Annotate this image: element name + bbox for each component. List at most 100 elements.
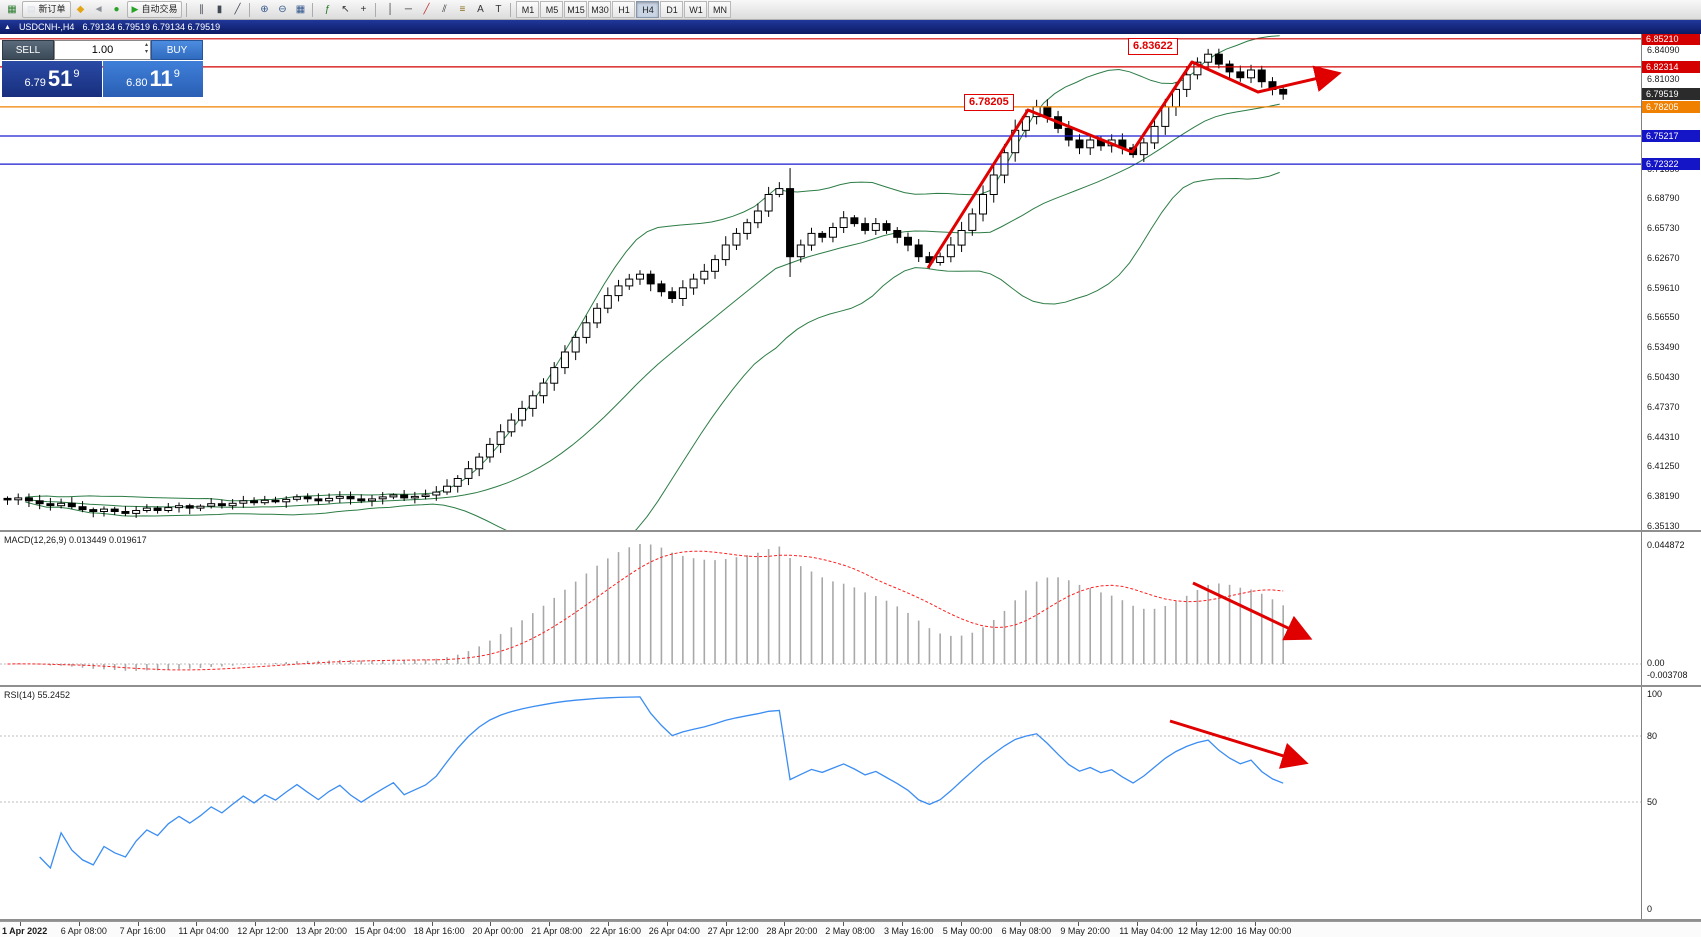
toolbar: ▦ ▤ 新订单 ◆ ◄ ● ▶ 自动交易 ∥ ▮ ╱ ⊕ ⊖ ▦ ƒ ↖ + │ ─ ╱ ⫽ ≡ A T M1 M5 M15 M30 H… — [0, 0, 1701, 20]
buy-price-panel[interactable]: 6.80 11 9 — [103, 61, 203, 97]
crosshair-icon[interactable]: + — [355, 2, 371, 17]
price-tag: 6.79519 — [1642, 88, 1700, 100]
new-chart-icon[interactable]: ▦ — [4, 2, 20, 17]
price-scale[interactable] — [1641, 34, 1701, 921]
new-order-button[interactable]: ▤ 新订单 — [22, 1, 71, 18]
chart-title-bar[interactable]: ▲ USDCNH-,H4 6.79134 6.79519 6.79134 6.7… — [0, 20, 1701, 34]
trendline-icon: ╱ — [423, 3, 430, 15]
profile-icon[interactable]: ◆ — [73, 2, 89, 17]
time-axis-label: 11 Apr 04:00 — [178, 926, 229, 936]
buy-price-prefix: 6.80 — [126, 77, 148, 89]
tile-windows-icon[interactable]: ▦ — [292, 2, 308, 17]
chart-symbol-title: USDCNH-,H4 — [18, 22, 75, 32]
main-chart-canvas[interactable] — [0, 34, 1641, 530]
rsi-panel-canvas[interactable] — [0, 687, 1641, 919]
time-axis-tick — [490, 922, 492, 926]
timeframe-h1-button[interactable]: H1 — [612, 1, 636, 18]
time-axis-tick — [1137, 922, 1139, 926]
tile-windows-icon: ▦ — [295, 3, 306, 15]
time-axis-tick — [725, 922, 727, 926]
macd-scale-label: -0.003708 — [1647, 670, 1688, 680]
volume-down-icon[interactable]: ▾ — [144, 49, 148, 55]
bar-chart-icon[interactable]: ∥ — [193, 2, 209, 17]
zoom-out-icon[interactable]: ⊖ — [274, 2, 290, 17]
timeframe-h4-button[interactable]: H4 — [636, 1, 660, 18]
sound-icon[interactable]: ◄ — [91, 2, 107, 17]
toolbar-separator — [186, 2, 188, 17]
price-scale-label: 6.47370 — [1647, 402, 1680, 412]
price-scale-label: 6.38190 — [1647, 491, 1680, 501]
time-axis-label: 9 May 20:00 — [1060, 926, 1110, 936]
price-scale-label: 6.68790 — [1647, 193, 1680, 203]
profile-icon: ◆ — [76, 3, 85, 15]
timeframe-m30-button[interactable]: M30 — [588, 1, 612, 18]
timeframe-m1-button[interactable]: M1 — [516, 1, 540, 18]
time-axis-label: 7 Apr 16:00 — [119, 926, 166, 936]
vertical-line-icon[interactable]: │ — [382, 2, 398, 17]
zoom-in-icon: ⊕ — [260, 3, 269, 15]
macd-panel-canvas[interactable] — [0, 532, 1641, 685]
zoom-out-icon: ⊖ — [278, 3, 287, 15]
zoom-in-icon[interactable]: ⊕ — [256, 2, 272, 17]
time-axis-label: 1 Apr 2022 — [2, 926, 48, 936]
time-axis-label: 13 Apr 20:00 — [296, 926, 348, 936]
live-update-icon[interactable]: ● — [109, 2, 125, 17]
bar-chart-icon: ∥ — [198, 3, 204, 15]
volume-up-icon[interactable]: ▴ — [144, 42, 148, 48]
sell-price-pip: 9 — [73, 68, 80, 80]
timeframe-m5-button[interactable]: M5 — [540, 1, 564, 18]
buy-button[interactable]: BUY — [151, 40, 203, 60]
crosshair-icon: + — [360, 3, 367, 15]
line-chart-icon[interactable]: ╱ — [229, 2, 245, 17]
time-axis-label: 5 May 00:00 — [942, 926, 993, 936]
price-tag: 6.85210 — [1642, 33, 1700, 45]
price-scale-label: 6.84090 — [1647, 45, 1680, 55]
volume-stepper[interactable]: ▴ ▾ — [145, 42, 148, 56]
time-axis-label: 16 May 00:00 — [1236, 926, 1292, 936]
fibonacci-icon: ≡ — [459, 3, 466, 15]
time-axis-tick — [902, 922, 903, 926]
time-axis-label: 28 Apr 20:00 — [766, 926, 818, 936]
rsi-axis-separator[interactable] — [0, 919, 1701, 921]
candlestick-chart-icon[interactable]: ▮ — [211, 2, 227, 17]
sell-button[interactable]: SELL — [2, 40, 54, 60]
price-scale-label: 6.65730 — [1647, 223, 1680, 233]
time-axis-label: 22 Apr 16:00 — [590, 926, 642, 936]
time-axis-tick — [666, 922, 668, 926]
indicators-icon[interactable]: ƒ — [319, 2, 335, 17]
new-order-button: ▤ — [27, 4, 36, 14]
timeframe-d1-button[interactable]: D1 — [660, 1, 684, 18]
sell-price-panel[interactable]: 6.79 51 9 — [2, 61, 102, 97]
price-scale-label: 6.62670 — [1647, 253, 1680, 263]
rsi-scale-label: 50 — [1647, 797, 1658, 807]
time-axis-tick — [431, 922, 433, 926]
time-axis-label: 12 Apr 12:00 — [237, 926, 289, 936]
text-label-icon[interactable]: T — [490, 2, 506, 17]
timeframe-w1-button[interactable]: W1 — [684, 1, 708, 18]
price-scale-label: 6.53490 — [1647, 342, 1680, 352]
autotrade-button[interactable]: ▶ 自动交易 — [126, 1, 183, 18]
time-axis[interactable]: 1 Apr 2022 6 Apr 08:00 7 Apr 16:00 11 Apr 0… — [0, 921, 1701, 937]
macd-rsi-separator[interactable] — [0, 685, 1701, 687]
cursor-icon[interactable]: ↖ — [337, 2, 353, 17]
time-axis-label: 6 May 08:00 — [1001, 926, 1052, 936]
time-axis-label: 26 Apr 04:00 — [648, 926, 700, 936]
rsi-scale-label: 100 — [1647, 689, 1663, 699]
horizontal-line-icon[interactable]: ─ — [400, 2, 416, 17]
timeframe-mn-button[interactable]: MN — [708, 1, 732, 18]
time-axis-tick — [1019, 922, 1021, 926]
timeframe-m15-button[interactable]: M15 — [564, 1, 588, 18]
chart-macd-separator[interactable] — [0, 530, 1701, 532]
price-annotation[interactable]: 6.83622 — [1128, 38, 1178, 55]
text-icon[interactable]: A — [472, 2, 488, 17]
fibonacci-icon[interactable]: ≡ — [454, 2, 470, 17]
rsi-indicator-label: RSI(14) 55.2452 — [4, 690, 71, 700]
time-axis-tick — [372, 922, 374, 926]
time-axis-tick — [784, 922, 786, 926]
price-annotation[interactable]: 6.78205 — [964, 94, 1014, 111]
chart-ohlc-values: 6.79134 6.79519 6.79134 6.79519 — [82, 22, 221, 32]
time-axis-label: 20 Apr 00:00 — [472, 926, 524, 936]
equidistant-channel-icon[interactable]: ⫽ — [436, 2, 452, 17]
trendline-icon[interactable]: ╱ — [418, 2, 434, 17]
volume-field[interactable]: 1.00 ▴ ▾ — [54, 40, 151, 60]
